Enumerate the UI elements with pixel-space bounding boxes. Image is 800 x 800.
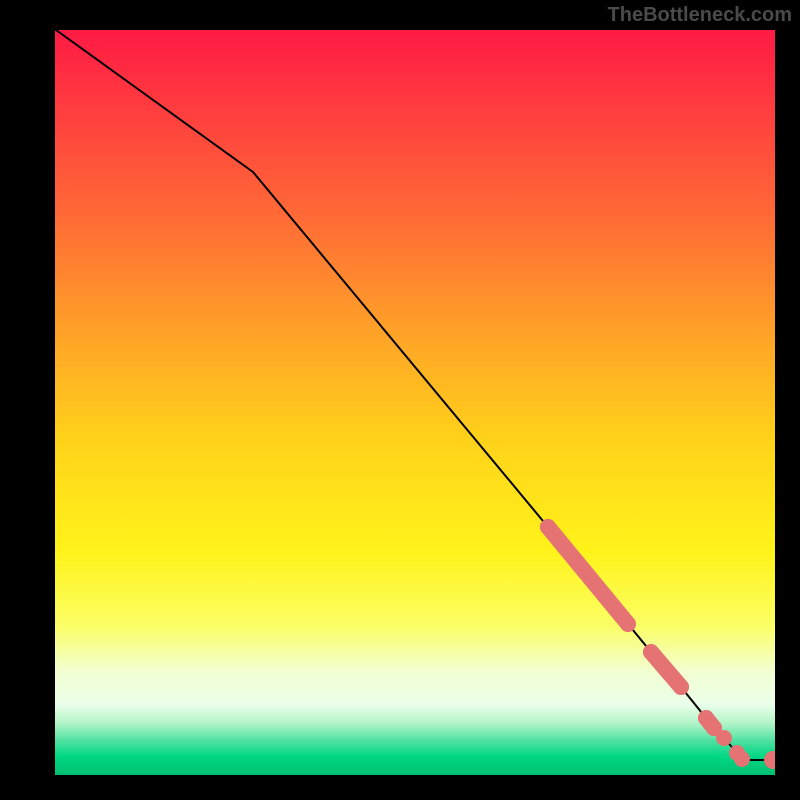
watermark-text: TheBottleneck.com xyxy=(608,4,792,27)
chart-plot-area xyxy=(55,30,775,775)
